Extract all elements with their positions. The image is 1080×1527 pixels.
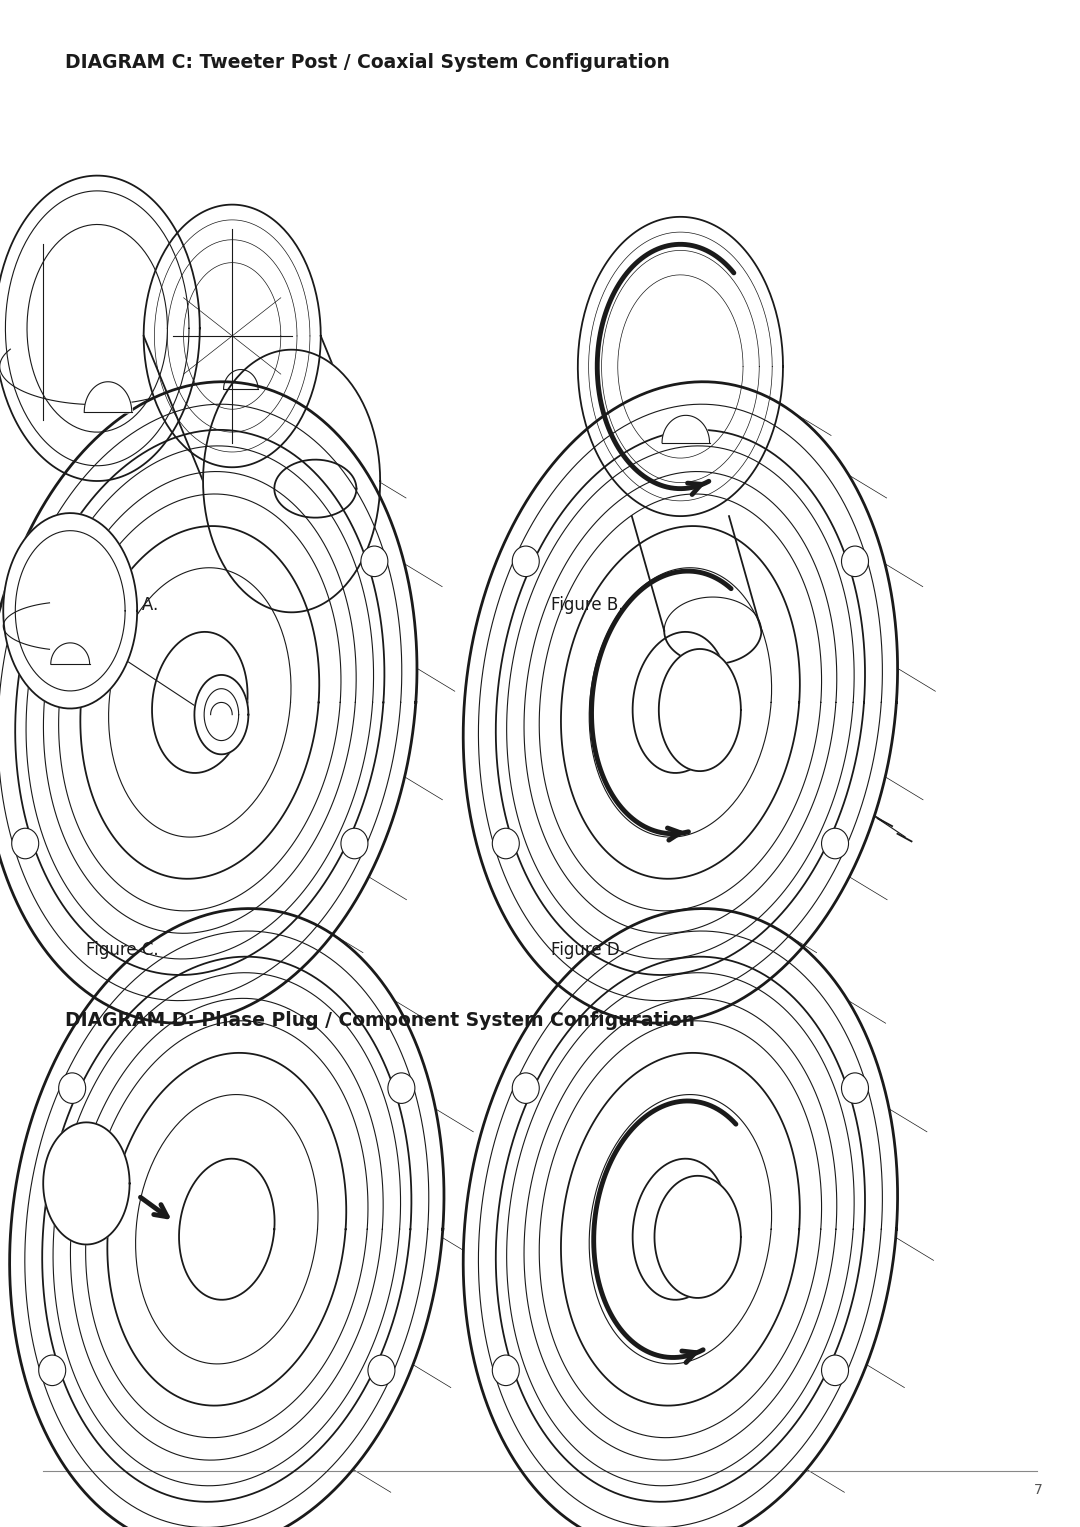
Polygon shape [274, 460, 356, 518]
Polygon shape [109, 568, 291, 837]
Polygon shape [0, 382, 417, 1023]
Ellipse shape [822, 828, 849, 858]
Polygon shape [26, 446, 374, 959]
Polygon shape [152, 632, 247, 773]
Polygon shape [590, 1095, 771, 1364]
Polygon shape [58, 495, 341, 910]
Ellipse shape [361, 547, 388, 577]
Polygon shape [43, 1122, 130, 1245]
Text: Figure C.: Figure C. [86, 941, 159, 959]
Polygon shape [144, 205, 321, 467]
Polygon shape [107, 1054, 347, 1405]
Polygon shape [539, 1022, 822, 1437]
Polygon shape [496, 957, 865, 1501]
Polygon shape [507, 446, 854, 959]
Polygon shape [578, 217, 783, 516]
Text: Figure B.: Figure B. [551, 596, 623, 614]
Text: Figure D.: Figure D. [551, 941, 625, 959]
Ellipse shape [12, 828, 39, 858]
Polygon shape [633, 1159, 728, 1299]
Ellipse shape [512, 1073, 539, 1104]
Polygon shape [136, 1095, 318, 1364]
Polygon shape [179, 1159, 274, 1299]
Polygon shape [463, 382, 897, 1023]
Ellipse shape [388, 1073, 415, 1104]
Polygon shape [659, 649, 741, 771]
Polygon shape [194, 675, 248, 754]
Polygon shape [42, 957, 411, 1501]
Text: DIAGRAM C: Tweeter Post / Coaxial System Configuration: DIAGRAM C: Tweeter Post / Coaxial System… [65, 53, 670, 72]
Polygon shape [53, 973, 401, 1486]
Text: 7: 7 [1034, 1483, 1042, 1498]
Polygon shape [496, 431, 865, 974]
Polygon shape [524, 472, 837, 933]
Polygon shape [590, 568, 771, 837]
Ellipse shape [841, 547, 868, 577]
Ellipse shape [841, 1073, 868, 1104]
Polygon shape [15, 431, 384, 974]
Polygon shape [561, 1054, 800, 1405]
Polygon shape [539, 495, 822, 910]
Text: Figure A.: Figure A. [86, 596, 159, 614]
Polygon shape [0, 176, 200, 481]
Polygon shape [507, 973, 854, 1486]
Polygon shape [25, 931, 429, 1527]
Polygon shape [478, 405, 882, 1000]
Polygon shape [80, 527, 320, 878]
Polygon shape [203, 350, 380, 612]
Ellipse shape [492, 828, 519, 858]
Polygon shape [524, 999, 837, 1460]
Ellipse shape [31, 547, 58, 577]
Polygon shape [10, 909, 444, 1527]
Polygon shape [0, 405, 402, 1000]
Ellipse shape [822, 1354, 849, 1385]
Ellipse shape [512, 547, 539, 577]
Ellipse shape [58, 1073, 85, 1104]
Polygon shape [561, 527, 800, 878]
Ellipse shape [492, 1354, 519, 1385]
Ellipse shape [341, 828, 368, 858]
Ellipse shape [368, 1354, 395, 1385]
Polygon shape [633, 632, 728, 773]
Polygon shape [85, 1022, 368, 1437]
Polygon shape [463, 909, 897, 1527]
Text: DIAGRAM D: Phase Plug / Component System Configuration: DIAGRAM D: Phase Plug / Component System… [65, 1011, 694, 1029]
Polygon shape [43, 472, 356, 933]
Polygon shape [70, 999, 383, 1460]
Ellipse shape [39, 1354, 66, 1385]
Polygon shape [478, 931, 882, 1527]
Polygon shape [654, 1176, 741, 1298]
Polygon shape [3, 513, 137, 709]
